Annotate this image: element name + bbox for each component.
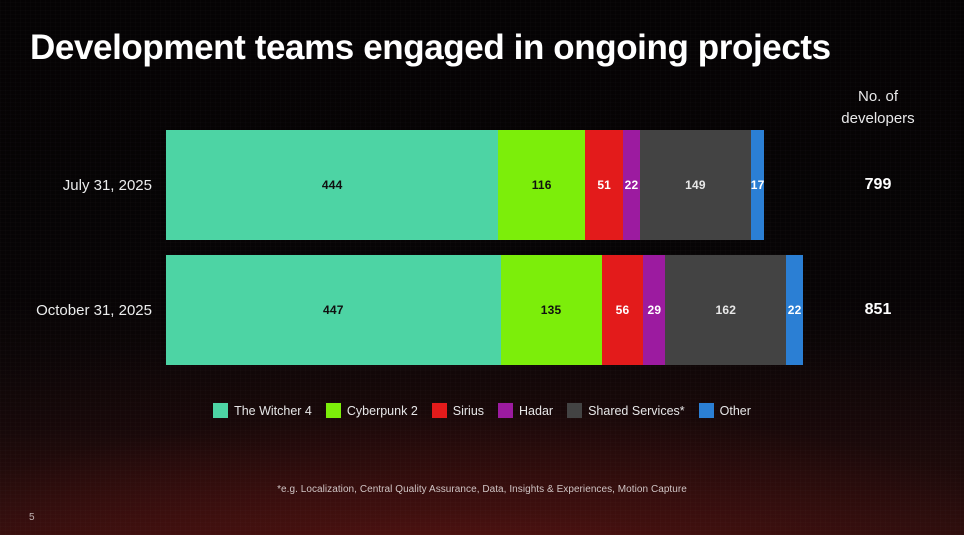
bar-segment[interactable]: 149 xyxy=(639,130,752,240)
legend-color-swatch-icon xyxy=(698,403,714,418)
stacked-bar: 444 116 51 22 149 17 xyxy=(166,130,764,240)
row-category-label: October 31, 2025 xyxy=(36,301,152,319)
stacked-bar: 447 135 56 29 162 22 xyxy=(166,255,803,365)
totals-header-line1: No. of xyxy=(857,88,899,105)
totals-column-header: No. of developers xyxy=(812,86,944,130)
bar-segment-value: 51 xyxy=(597,178,612,192)
page-title: Development teams engaged in ongoing pro… xyxy=(30,28,831,67)
chart-legend: The Witcher 4 Cyberpunk 2 Sirius Hadar Share… xyxy=(0,403,964,418)
legend-color-swatch-icon xyxy=(431,403,447,418)
legend-item[interactable]: The Witcher 4 xyxy=(213,403,312,418)
row-category-label: July 31, 2025 xyxy=(62,176,152,194)
page-number: 5 xyxy=(29,512,35,523)
bar-segment[interactable]: 17 xyxy=(751,130,764,240)
legend-color-swatch-icon xyxy=(325,403,341,418)
legend-item[interactable]: Shared Services* xyxy=(567,403,685,418)
bar-segment-value: 56 xyxy=(615,303,630,317)
legend-color-swatch-icon xyxy=(567,403,583,418)
totals-header-line2: developers xyxy=(841,109,915,127)
bar-segment-value: 17 xyxy=(751,178,764,192)
legend-item-label: Sirius xyxy=(452,403,485,418)
legend-item-label: Shared Services* xyxy=(588,403,685,418)
bar-segment-value: 162 xyxy=(715,303,737,317)
bar-segment[interactable]: 444 xyxy=(166,130,499,240)
bar-segment[interactable]: 162 xyxy=(665,255,787,365)
bar-segment-value: 116 xyxy=(531,178,552,192)
legend-item[interactable]: Other xyxy=(698,403,751,418)
bar-segment[interactable]: 29 xyxy=(643,255,666,365)
bar-segment-value: 447 xyxy=(322,303,344,317)
bar-segment-value: 29 xyxy=(647,303,662,317)
legend-item-label: The Witcher 4 xyxy=(234,403,312,418)
stacked-bar-chart: July 31, 2025 444 116 51 22 149 17 799 October 3… xyxy=(0,130,964,380)
chart-row: July 31, 2025 444 116 51 22 149 17 799 xyxy=(0,130,964,240)
bar-segment-value: 22 xyxy=(787,303,802,317)
legend-color-swatch-icon xyxy=(498,403,514,418)
legend-item[interactable]: Cyberpunk 2 xyxy=(325,403,418,418)
bar-segment[interactable]: 56 xyxy=(601,255,644,365)
chart-row: October 31, 2025 447 135 56 29 162 22 851 xyxy=(0,255,964,365)
bar-segment[interactable]: 51 xyxy=(585,130,624,240)
bar-segment-value: 149 xyxy=(685,178,706,192)
row-total-value: 799 xyxy=(864,176,892,193)
bar-segment[interactable]: 135 xyxy=(500,255,602,365)
footnote: *e.g. Localization, Central Quality Assu… xyxy=(277,484,687,495)
legend-item[interactable]: Sirius xyxy=(431,403,485,418)
bar-segment[interactable]: 22 xyxy=(623,130,640,240)
bar-segment[interactable]: 22 xyxy=(786,255,803,365)
legend-item-label: Other xyxy=(719,403,751,418)
bar-segment[interactable]: 447 xyxy=(166,255,501,365)
bar-segment-value: 22 xyxy=(624,178,639,192)
bar-segment-value: 444 xyxy=(321,178,343,192)
legend-item-label: Cyberpunk 2 xyxy=(346,403,418,418)
legend-item[interactable]: Hadar xyxy=(498,403,553,418)
row-total-value: 851 xyxy=(864,301,892,318)
bar-segment-value: 135 xyxy=(540,303,562,317)
legend-color-swatch-icon xyxy=(213,403,229,418)
bar-segment[interactable]: 116 xyxy=(498,130,586,240)
legend-item-label: Hadar xyxy=(519,403,554,418)
